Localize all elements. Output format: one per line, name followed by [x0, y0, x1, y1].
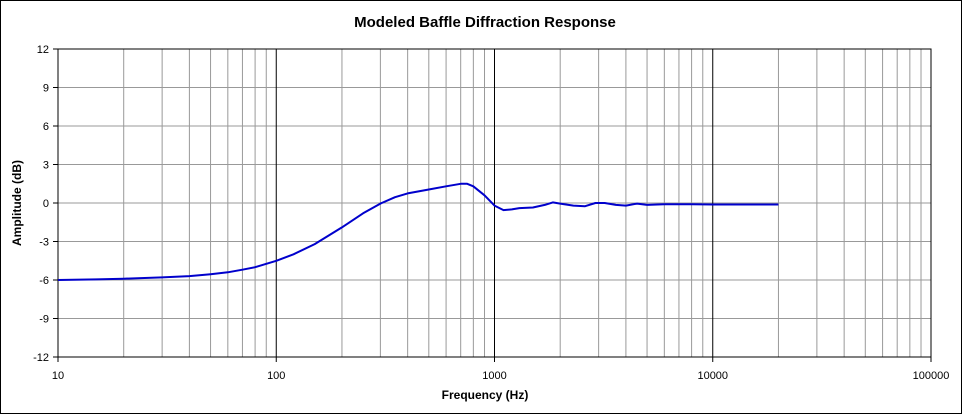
y-tick-label: -12 [33, 352, 49, 364]
y-tick-label: -9 [39, 314, 49, 326]
y-tick-label: -3 [39, 237, 49, 249]
x-tick-label: 10 [52, 370, 64, 382]
y-tick-label: 3 [43, 160, 49, 172]
y-tick-label: -6 [39, 275, 49, 287]
y-tick-label: 12 [37, 44, 49, 56]
series-line [57, 182, 779, 281]
x-tick-label: 1000 [482, 370, 506, 382]
chart-title: Modeled Baffle Diffraction Response [354, 14, 616, 31]
y-axis-title: Amplitude (dB) [10, 160, 24, 246]
y-tick-label: 9 [43, 83, 49, 95]
x-tick-label: 10000 [697, 370, 728, 382]
y-tick-label: 6 [43, 121, 49, 133]
x-tick-label: 100 [267, 370, 285, 382]
series-layer [57, 182, 779, 281]
x-tick-label: 100000 [913, 370, 950, 382]
x-axis-ticks: 10 100 1000 10000 100000 [52, 357, 949, 382]
y-tick-label: 0 [43, 198, 49, 210]
y-axis-ticks: 12 9 6 3 0 -3 -6 -9 -12 [33, 44, 58, 364]
x-axis-title: Frequency (Hz) [442, 388, 529, 402]
